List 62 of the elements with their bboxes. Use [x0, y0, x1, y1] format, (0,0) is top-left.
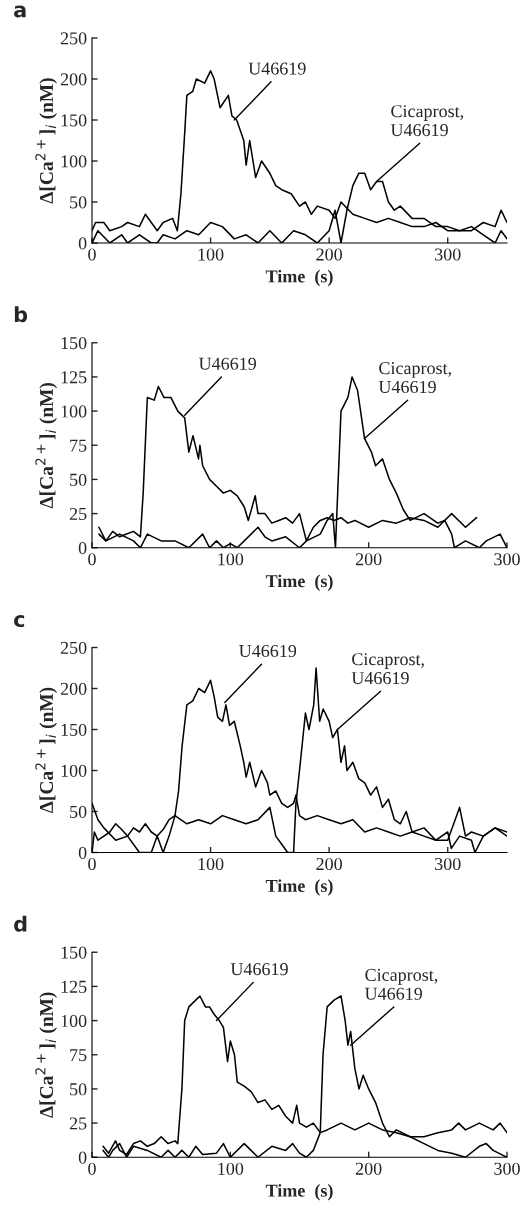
- y-axis-title: Δ[Ca$^{2+}$]$_{i}$ (nM): [35, 687, 57, 814]
- x-axis-title: Time (s): [265, 269, 333, 287]
- y-axis-title: Δ[Ca$^{2+}$]$_{i}$ (nM): [35, 78, 57, 204]
- annotation: Cicaprost, U46619: [390, 105, 464, 137]
- y-tick-label: 0: [78, 1151, 87, 1164]
- y-tick-label: 150: [61, 946, 87, 959]
- annotation: U46619: [198, 357, 257, 370]
- x-tick-label: 100: [218, 1162, 244, 1175]
- y-tick-label: 25: [69, 507, 87, 521]
- y-tick-label: 50: [70, 805, 87, 818]
- chart-title: d: [14, 915, 27, 932]
- y-tick-label: 100: [61, 764, 87, 777]
- y-tick-label: 125: [61, 371, 87, 384]
- x-tick-label: 0: [88, 248, 96, 261]
- annotation: Cicaprost, U46619: [351, 653, 424, 685]
- annotation: Cicaprost, U46619: [364, 968, 438, 1000]
- y-tick-label: 100: [61, 405, 87, 418]
- y-tick-label: 50: [70, 196, 87, 209]
- x-tick-label: 100: [218, 553, 244, 566]
- y-tick-label: 200: [60, 73, 87, 86]
- y-tick-label: 0: [78, 846, 87, 859]
- annotation: U46619: [248, 62, 306, 75]
- x-tick-label: 200: [355, 1162, 382, 1175]
- annotation: U46619: [230, 963, 288, 976]
- y-tick-label: 100: [61, 1014, 87, 1028]
- y-axis-title: Δ[Ca$^{2+}$]$_{i}$ (nM): [35, 382, 57, 509]
- chart-title: b: [14, 306, 28, 323]
- y-tick-label: 250: [60, 32, 87, 45]
- y-tick-label: 25: [69, 1117, 87, 1130]
- y-tick-label: 50: [70, 1083, 87, 1096]
- x-tick-label: 200: [316, 248, 342, 261]
- y-tick-label: 250: [60, 641, 87, 654]
- x-axis-title: Time (s): [265, 574, 333, 591]
- x-tick-label: 200: [316, 857, 342, 871]
- x-axis-title: Time (s): [265, 1184, 333, 1201]
- x-tick-label: 300: [435, 857, 461, 871]
- y-tick-label: 125: [61, 980, 87, 993]
- chart-title: a: [14, 5, 26, 18]
- x-tick-label: 300: [494, 553, 520, 566]
- annotation: Cicaprost, U46619: [378, 362, 451, 394]
- x-tick-label: 300: [494, 1162, 520, 1175]
- annotation: U46619: [239, 644, 297, 658]
- x-tick-label: 200: [355, 553, 382, 566]
- y-tick-label: 50: [70, 473, 87, 486]
- x-tick-label: 300: [435, 248, 461, 261]
- y-tick-label: 150: [61, 337, 87, 350]
- x-tick-label: 0: [88, 553, 96, 566]
- chart-title: c: [14, 615, 25, 628]
- y-tick-label: 75: [70, 1049, 87, 1062]
- x-tick-label: 100: [198, 248, 224, 261]
- y-tick-label: 200: [60, 682, 87, 695]
- y-tick-label: 100: [61, 155, 87, 168]
- x-axis-title: Time (s): [265, 879, 333, 896]
- y-tick-label: 0: [78, 237, 87, 250]
- y-tick-label: 0: [78, 542, 87, 555]
- y-tick-label: 150: [61, 723, 87, 736]
- x-tick-label: 0: [88, 1162, 96, 1175]
- x-tick-label: 0: [88, 857, 96, 871]
- y-axis-title: Δ[Ca$^{2+}$]$_{i}$ (nM): [35, 992, 57, 1118]
- y-tick-label: 150: [61, 114, 87, 127]
- y-tick-label: 75: [70, 439, 87, 452]
- x-tick-label: 100: [198, 857, 224, 871]
